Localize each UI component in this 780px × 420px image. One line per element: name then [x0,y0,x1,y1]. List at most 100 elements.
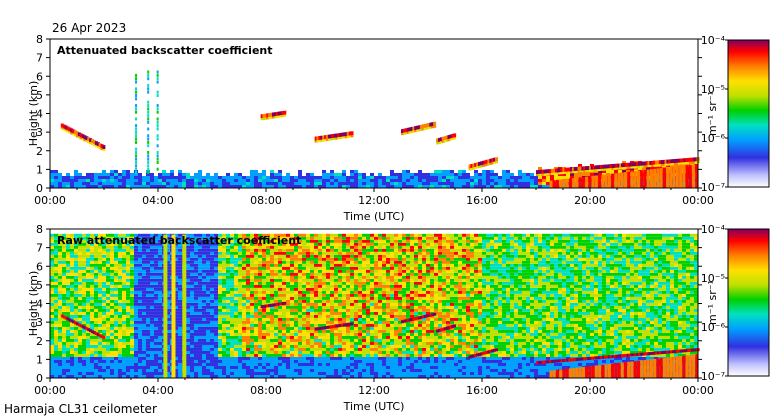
cloud-mark [451,324,455,328]
cloud-mark [402,319,406,323]
cloud-mark [279,302,283,306]
cloud-mark [673,349,677,353]
cloud-mark [75,131,79,136]
colorbar-tick-label: 10⁻⁶ [701,321,726,334]
cloud-mark [668,350,672,354]
cloud-mark [324,326,328,330]
cloud-mark [541,169,545,174]
cloud-mark [331,325,335,329]
cloud-mark [651,351,655,355]
cloud-mark [666,159,670,164]
y-tick-label: 6 [36,260,43,273]
cloud-mark [568,167,572,172]
cloud-mark [647,161,651,166]
cloud-mark [425,314,429,318]
cloud-mark [331,134,335,139]
cloud-mark [609,164,613,169]
cloud-mark [472,163,476,168]
x-tick-label: 20:00 [574,194,606,207]
cloud-mark [102,145,106,150]
cloud-mark [634,353,638,357]
cloud-mark [639,161,643,166]
cloud-mark [425,123,429,128]
cloud-mark [575,166,579,171]
cloud-mark [624,353,628,357]
cloud-mark [554,168,558,173]
cloud-mark [350,322,354,326]
cloud-mark [493,157,497,162]
cloud-mark [92,331,96,335]
cloud-mark [314,327,318,331]
cloud-mark [68,127,72,132]
cloud-mark [681,349,685,353]
cloud-mark [670,350,674,354]
cloud-mark [662,159,666,164]
colorbar: 10⁻⁷ 10⁻⁶ 10⁻⁵ 10⁻⁴ m⁻¹ sr⁻¹ [701,223,770,383]
cloud-mark [72,129,76,134]
cloud-mark [543,360,547,364]
cloud-mark [643,161,647,166]
cloud-mark [410,317,414,321]
cloud-mark [656,351,660,355]
cloud-mark [277,111,281,116]
cloud-mark [571,358,575,362]
cloud-mark [92,140,96,145]
cloud-mark [436,138,440,143]
cloud-mark [537,169,541,174]
cloud-mark [443,136,447,141]
cloud-mark [602,355,606,359]
cloud-mark [645,352,649,356]
cloud-mark [329,134,333,139]
cloud-mark [414,317,418,321]
cloud-mark [277,302,281,306]
cloud-mark [406,127,410,132]
cloud-mark [687,157,691,162]
cloud-mark [476,353,480,357]
cloud-mark [649,160,653,165]
colorbar-tick-label: 10⁻⁷ [701,370,725,383]
cloud-mark [607,164,611,169]
cloud-mark [628,162,632,167]
cloud-mark [477,161,481,166]
cloud-mark [638,352,642,356]
cloud-mark [348,131,352,136]
cloud-mark [621,354,625,358]
cloud-mark [346,131,350,136]
y-tick-label: 1 [36,353,43,366]
cloud-mark [670,159,674,164]
cloud-mark [83,326,87,330]
cloud-mark [617,163,621,168]
cloud-mark [341,132,345,137]
cloud-mark [579,166,583,171]
cloud-mark [645,161,649,166]
x-tick-label: 08:00 [250,194,282,207]
cloud-mark [577,166,581,171]
x-tick-label: 00:00 [682,194,714,207]
cloud-mark [615,354,619,358]
cloud-mark [481,351,485,355]
cloud-mark [647,352,651,356]
cloud-mark [609,355,613,359]
date-label: 26 Apr 2023 [52,21,127,35]
y-tick-label: 0 [36,182,43,195]
cloud-mark [568,358,572,362]
cloud-mark [590,356,594,360]
x-tick-label: 20:00 [574,384,606,397]
cloud-mark [402,128,406,133]
cloud-mark [694,348,698,352]
cloud-mark [273,112,277,117]
cloud-mark [314,136,318,141]
cloud-mark [472,354,476,358]
cloud-mark [64,125,68,130]
cloud-mark [62,124,66,129]
cloud-mark [694,157,698,162]
cloud-mark [549,169,553,174]
panel-title: Raw attenuated backscatter coefficient [57,234,301,247]
cloud-mark [551,359,555,363]
cloud-mark [543,169,547,174]
cloud-mark [607,355,611,359]
cloud-mark [325,325,329,329]
y-tick-label: 2 [36,335,43,348]
cloud-mark [683,349,687,353]
y-tick-label: 6 [36,70,43,83]
